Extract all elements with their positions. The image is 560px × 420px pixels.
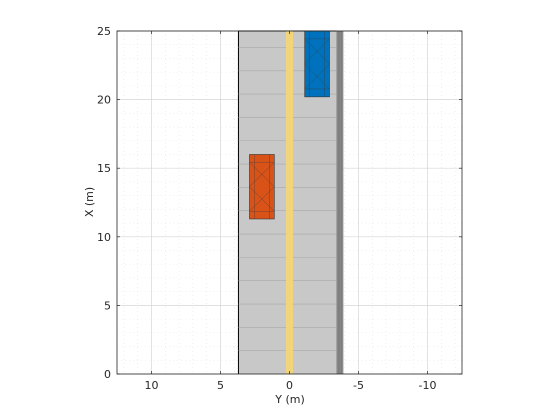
plot-area xyxy=(116,30,463,375)
x-ticks: 10 5 0 -5 -10 xyxy=(145,31,437,392)
vehicle-mesh-line xyxy=(304,38,330,65)
y-tick-label: 0 xyxy=(104,368,111,381)
y-tick-label: 25 xyxy=(97,25,111,38)
vehicle-mesh-line xyxy=(249,162,275,187)
x-tick-label: -10 xyxy=(419,379,437,392)
y-ticks: 0 5 10 15 20 25 xyxy=(97,25,462,381)
x-axis-label: Y (m) xyxy=(274,393,305,406)
vehicle-1 xyxy=(249,154,275,220)
vehicle-body xyxy=(304,30,330,98)
x-tick-label: -5 xyxy=(353,379,364,392)
vehicle-2 xyxy=(304,30,330,98)
vehicles xyxy=(249,30,330,220)
y-tick-label: 10 xyxy=(97,231,111,244)
x-tick-label: 10 xyxy=(145,379,159,392)
vehicle-mesh-line xyxy=(304,63,330,90)
y-tick-label: 15 xyxy=(97,162,111,175)
x-tick-label: 5 xyxy=(217,379,224,392)
x-tick-label: 0 xyxy=(286,379,293,392)
vehicle-mesh-line xyxy=(249,186,275,212)
center-line xyxy=(286,31,293,374)
y-tick-label: 20 xyxy=(97,94,111,107)
vehicle-body xyxy=(249,154,275,220)
y-axis-label: X (m) xyxy=(83,187,96,217)
y-tick-label: 5 xyxy=(104,299,111,312)
